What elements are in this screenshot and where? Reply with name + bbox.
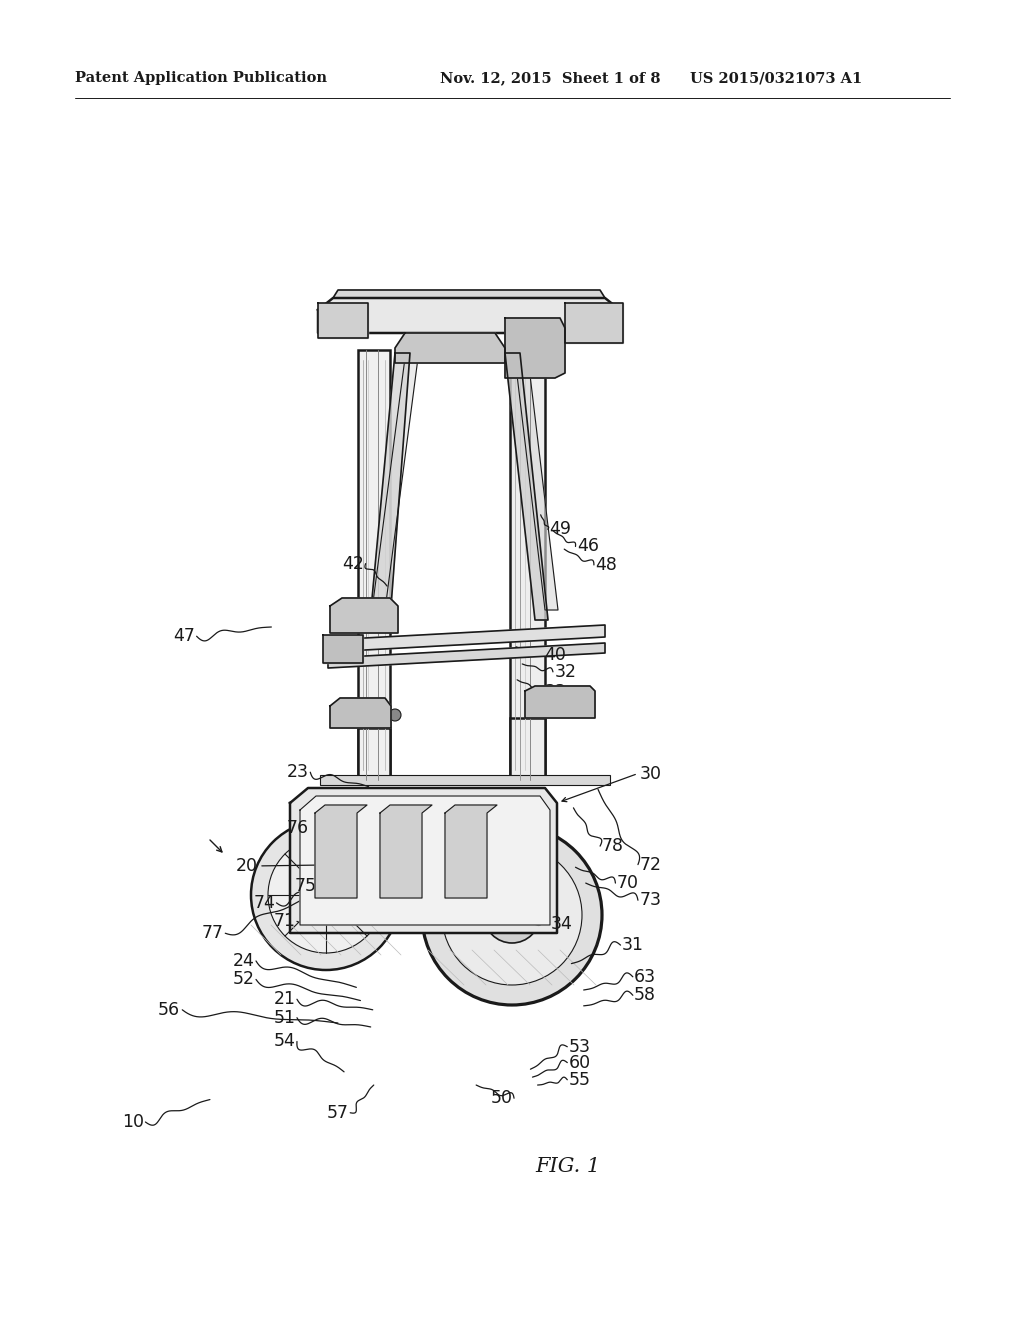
Text: 33: 33 xyxy=(545,682,567,701)
Polygon shape xyxy=(395,333,505,363)
Bar xyxy=(336,705,374,719)
Text: 32: 32 xyxy=(554,663,577,681)
Polygon shape xyxy=(318,304,368,338)
Text: 50: 50 xyxy=(490,1089,513,1107)
Circle shape xyxy=(337,314,349,326)
Bar xyxy=(438,306,449,326)
Text: 34: 34 xyxy=(550,915,572,933)
Text: 52: 52 xyxy=(232,970,255,989)
Polygon shape xyxy=(445,805,497,898)
Polygon shape xyxy=(525,686,595,718)
Polygon shape xyxy=(515,358,558,610)
Text: 21: 21 xyxy=(273,990,296,1008)
Text: 75: 75 xyxy=(294,876,316,895)
Text: 24: 24 xyxy=(232,952,255,970)
Text: 71: 71 xyxy=(273,912,296,931)
Polygon shape xyxy=(505,352,548,620)
Text: 72: 72 xyxy=(639,855,662,874)
Text: 23: 23 xyxy=(287,763,309,781)
Circle shape xyxy=(422,825,602,1005)
Text: 70: 70 xyxy=(616,874,639,892)
Bar xyxy=(338,606,378,624)
Circle shape xyxy=(585,310,609,334)
Text: 10: 10 xyxy=(122,1113,144,1131)
Polygon shape xyxy=(565,304,623,343)
Bar xyxy=(358,729,390,780)
Text: 63: 63 xyxy=(634,968,656,986)
Text: 42: 42 xyxy=(342,554,365,573)
Text: 47: 47 xyxy=(173,627,196,645)
Circle shape xyxy=(591,317,603,329)
Circle shape xyxy=(251,820,401,970)
Polygon shape xyxy=(380,805,432,898)
Text: 49: 49 xyxy=(549,520,571,539)
Circle shape xyxy=(331,309,355,333)
Text: 58: 58 xyxy=(634,986,656,1005)
Circle shape xyxy=(319,888,333,902)
Text: 78: 78 xyxy=(601,837,624,855)
Bar xyxy=(358,350,390,780)
Circle shape xyxy=(311,880,341,909)
Text: US 2015/0321073 A1: US 2015/0321073 A1 xyxy=(690,71,862,84)
Text: 76: 76 xyxy=(287,818,309,837)
Bar xyxy=(534,690,573,711)
Text: 55: 55 xyxy=(568,1071,591,1089)
Bar xyxy=(510,350,545,780)
Polygon shape xyxy=(323,635,362,663)
Text: 77: 77 xyxy=(202,924,224,942)
Text: 51: 51 xyxy=(273,1008,296,1027)
Circle shape xyxy=(389,709,401,721)
Text: 74: 74 xyxy=(253,894,275,912)
Polygon shape xyxy=(333,290,605,298)
Polygon shape xyxy=(372,358,418,610)
Text: 20: 20 xyxy=(236,857,258,875)
Text: 73: 73 xyxy=(639,891,662,909)
Polygon shape xyxy=(290,788,557,933)
Text: 54: 54 xyxy=(273,1032,296,1051)
Text: Patent Application Publication: Patent Application Publication xyxy=(75,71,327,84)
Polygon shape xyxy=(315,805,367,898)
Bar xyxy=(510,718,545,780)
Text: FIG. 1: FIG. 1 xyxy=(536,1158,601,1176)
Text: 40: 40 xyxy=(544,645,566,664)
Bar xyxy=(319,775,610,785)
Polygon shape xyxy=(318,298,620,333)
Text: 56: 56 xyxy=(158,1001,180,1019)
Polygon shape xyxy=(300,796,550,925)
Text: 30: 30 xyxy=(639,764,662,783)
Polygon shape xyxy=(505,318,565,378)
Text: 53: 53 xyxy=(568,1038,591,1056)
Circle shape xyxy=(494,898,530,933)
Polygon shape xyxy=(370,352,410,620)
Polygon shape xyxy=(328,643,605,668)
Text: 60: 60 xyxy=(568,1053,591,1072)
Text: 57: 57 xyxy=(327,1104,349,1122)
Polygon shape xyxy=(330,598,398,634)
Circle shape xyxy=(507,909,517,920)
Polygon shape xyxy=(328,624,605,652)
Circle shape xyxy=(484,887,540,942)
Polygon shape xyxy=(330,698,391,729)
Bar xyxy=(515,333,545,363)
Circle shape xyxy=(268,837,384,953)
Text: 46: 46 xyxy=(577,537,599,556)
Circle shape xyxy=(442,845,582,985)
Text: Nov. 12, 2015  Sheet 1 of 8: Nov. 12, 2015 Sheet 1 of 8 xyxy=(440,71,660,84)
Text: 48: 48 xyxy=(595,556,617,574)
Text: 31: 31 xyxy=(622,936,644,954)
Circle shape xyxy=(502,906,522,925)
